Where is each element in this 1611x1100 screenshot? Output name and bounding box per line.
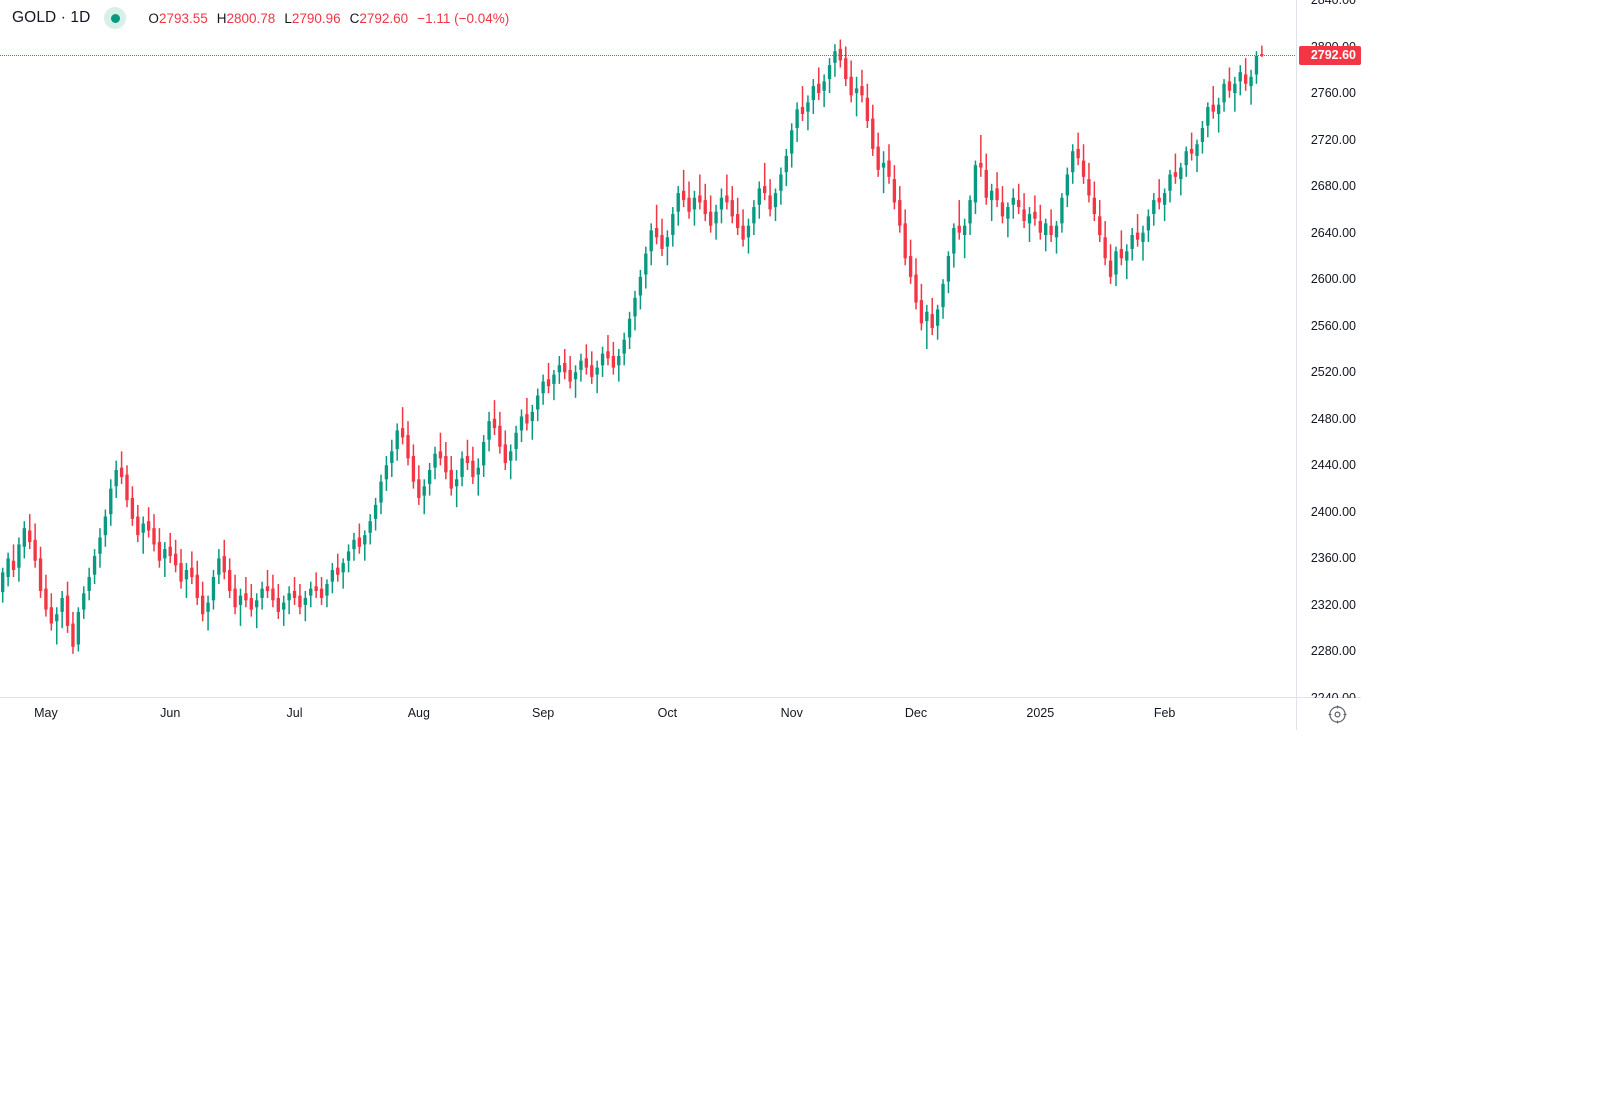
chart-pane[interactable] <box>0 0 1297 698</box>
price-tick: 2320.00 <box>1310 597 1356 612</box>
price-tick: 2360.00 <box>1310 551 1356 566</box>
open-label: O <box>148 10 159 26</box>
price-tick: 2440.00 <box>1310 458 1356 473</box>
price-axis[interactable]: 2840.002800.002760.002720.002680.002640.… <box>1297 0 1361 705</box>
price-tick: 2400.00 <box>1310 504 1356 519</box>
price-tick: 2480.00 <box>1310 411 1356 426</box>
low-value: 2790.96 <box>291 10 341 26</box>
green-dot-icon <box>104 7 127 29</box>
low-label: L <box>284 10 292 26</box>
time-tick: Jul <box>286 706 303 720</box>
high-value: 2800.78 <box>226 10 276 26</box>
candlestick-series <box>1 39 1264 654</box>
ohlc-values: O2793.55 H2800.78 L2790.96 C2792.60 −1.11 (−… <box>148 11 509 26</box>
symbol-title[interactable]: GOLD · 1D <box>12 9 91 26</box>
time-tick: Nov <box>780 706 803 720</box>
price-tick: 2720.00 <box>1310 132 1356 147</box>
last-price-badge: 2792.60 <box>1299 45 1361 65</box>
price-tick: 2680.00 <box>1310 179 1356 194</box>
open-value: 2793.55 <box>158 10 208 26</box>
price-tick: 2600.00 <box>1310 272 1356 287</box>
time-tick: Feb <box>1153 706 1176 720</box>
tradingview-chart-widget: GOLD · 1D O2793.55 H2800.78 L2790.96 C2792.… <box>0 0 1361 730</box>
last-price-line <box>0 55 1296 57</box>
time-tick: Sep <box>531 706 555 720</box>
time-tick: Aug <box>407 706 430 720</box>
price-tick: 2640.00 <box>1310 225 1356 240</box>
crosshair-target-icon[interactable] <box>1328 705 1347 724</box>
price-tick: 2280.00 <box>1310 644 1356 659</box>
time-tick: 2025 <box>1026 706 1055 720</box>
price-tick: 2520.00 <box>1310 365 1356 380</box>
price-tick: 2840.00 <box>1310 0 1356 7</box>
close-label: C <box>349 10 360 26</box>
time-axis[interactable]: May Jun Jul Aug Sep Oct Nov Dec 2025 Feb <box>0 698 1297 730</box>
chart-legend: GOLD · 1D O2793.55 H2800.78 L2790.96 C2792.… <box>0 0 509 36</box>
price-tick: 2560.00 <box>1310 318 1356 333</box>
change-value: −1.11 (−0.04%) <box>417 10 510 26</box>
time-tick: Oct <box>657 706 678 720</box>
high-label: H <box>216 10 227 26</box>
close-value: 2792.60 <box>359 10 409 26</box>
price-tick: 2760.00 <box>1310 86 1356 101</box>
time-tick: May <box>34 706 58 720</box>
time-tick: Dec <box>904 706 928 720</box>
time-tick: Jun <box>160 706 181 720</box>
